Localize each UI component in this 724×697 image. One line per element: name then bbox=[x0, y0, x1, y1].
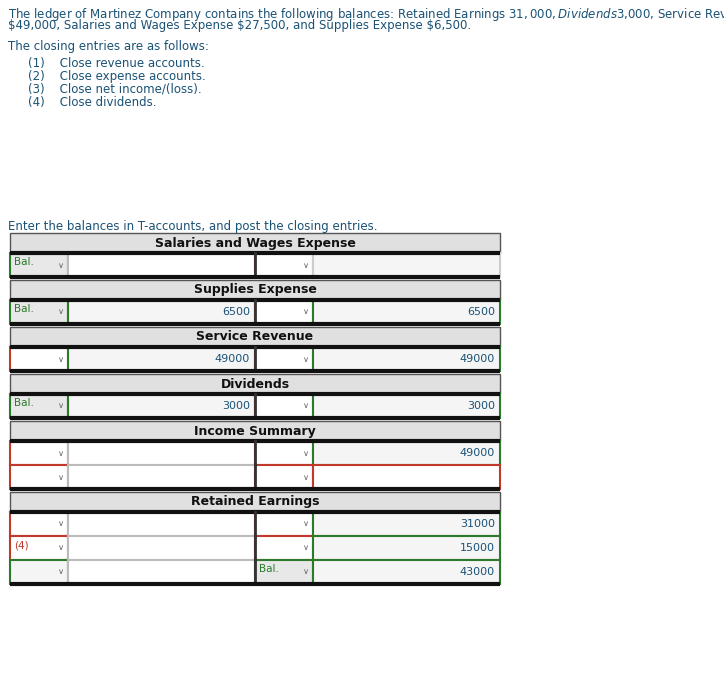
Bar bbox=[68, 512, 255, 536]
Text: ∨: ∨ bbox=[303, 473, 309, 482]
Text: ∨: ∨ bbox=[303, 519, 309, 528]
Bar bbox=[10, 374, 500, 394]
Text: The closing entries are as follows:: The closing entries are as follows: bbox=[8, 40, 209, 53]
Bar bbox=[255, 394, 313, 418]
Text: 3000: 3000 bbox=[467, 401, 495, 411]
Text: Enter the balances in T-accounts, and post the closing entries.: Enter the balances in T-accounts, and po… bbox=[8, 220, 377, 233]
Bar bbox=[10, 327, 500, 347]
Text: ∨: ∨ bbox=[58, 307, 64, 316]
Bar bbox=[10, 536, 68, 560]
Text: ∨: ∨ bbox=[58, 401, 64, 411]
Bar bbox=[10, 300, 68, 324]
Bar bbox=[313, 512, 500, 536]
Bar bbox=[10, 421, 500, 441]
Text: ∨: ∨ bbox=[303, 401, 309, 411]
Bar bbox=[68, 300, 255, 324]
Text: (2)    Close expense accounts.: (2) Close expense accounts. bbox=[28, 70, 206, 83]
Text: ∨: ∨ bbox=[58, 519, 64, 528]
Bar bbox=[10, 394, 68, 418]
Text: ∨: ∨ bbox=[303, 355, 309, 364]
Bar bbox=[313, 300, 500, 324]
Text: 49000: 49000 bbox=[460, 448, 495, 458]
Text: ∨: ∨ bbox=[303, 567, 309, 576]
Bar bbox=[68, 560, 255, 584]
Text: ∨: ∨ bbox=[58, 448, 64, 457]
Text: 43000: 43000 bbox=[460, 567, 495, 577]
Bar bbox=[68, 441, 255, 465]
Bar bbox=[68, 536, 255, 560]
Text: ∨: ∨ bbox=[58, 355, 64, 364]
Text: (4)    Close dividends.: (4) Close dividends. bbox=[28, 96, 156, 109]
Text: 3000: 3000 bbox=[222, 401, 250, 411]
Bar bbox=[10, 233, 500, 253]
Bar bbox=[313, 253, 500, 277]
Text: ∨: ∨ bbox=[58, 567, 64, 576]
Text: 15000: 15000 bbox=[460, 543, 495, 553]
Text: ∨: ∨ bbox=[58, 473, 64, 482]
Bar bbox=[313, 394, 500, 418]
Text: Bal.: Bal. bbox=[14, 398, 34, 408]
Bar bbox=[313, 347, 500, 371]
Bar bbox=[10, 512, 68, 536]
Text: ∨: ∨ bbox=[58, 544, 64, 553]
Text: (3)    Close net income/(loss).: (3) Close net income/(loss). bbox=[28, 83, 201, 96]
Bar bbox=[313, 536, 500, 560]
Text: Salaries and Wages Expense: Salaries and Wages Expense bbox=[154, 236, 355, 250]
Text: 49000: 49000 bbox=[460, 354, 495, 364]
Text: (4): (4) bbox=[14, 540, 29, 550]
Text: 49000: 49000 bbox=[215, 354, 250, 364]
Text: (1)    Close revenue accounts.: (1) Close revenue accounts. bbox=[28, 57, 205, 70]
Bar bbox=[255, 253, 313, 277]
Bar bbox=[10, 347, 68, 371]
Text: Income Summary: Income Summary bbox=[194, 424, 316, 438]
Text: Service Revenue: Service Revenue bbox=[196, 330, 313, 344]
Bar bbox=[68, 347, 255, 371]
Text: ∨: ∨ bbox=[303, 544, 309, 553]
Bar bbox=[10, 492, 500, 512]
Bar bbox=[10, 280, 500, 300]
Bar bbox=[313, 560, 500, 584]
Bar bbox=[255, 512, 313, 536]
Text: Bal.: Bal. bbox=[14, 257, 34, 267]
Text: $49,000, Salaries and Wages Expense $27,500, and Supplies Expense $6,500.: $49,000, Salaries and Wages Expense $27,… bbox=[8, 19, 471, 32]
Text: ∨: ∨ bbox=[303, 307, 309, 316]
Bar bbox=[68, 394, 255, 418]
Bar bbox=[10, 441, 68, 465]
Text: ∨: ∨ bbox=[58, 261, 64, 270]
Bar bbox=[255, 465, 313, 489]
Bar bbox=[10, 465, 68, 489]
Text: Dividends: Dividends bbox=[220, 378, 290, 390]
Text: ∨: ∨ bbox=[303, 448, 309, 457]
Text: The ledger of Martinez Company contains the following balances: Retained Earning: The ledger of Martinez Company contains … bbox=[8, 6, 724, 23]
Bar bbox=[313, 441, 500, 465]
Text: 6500: 6500 bbox=[222, 307, 250, 317]
Bar bbox=[10, 253, 68, 277]
Text: 31000: 31000 bbox=[460, 519, 495, 529]
Text: 6500: 6500 bbox=[467, 307, 495, 317]
Text: ∨: ∨ bbox=[303, 261, 309, 270]
Text: Bal.: Bal. bbox=[14, 304, 34, 314]
Bar bbox=[255, 560, 313, 584]
Bar bbox=[255, 347, 313, 371]
Bar bbox=[255, 300, 313, 324]
Bar bbox=[10, 560, 68, 584]
Bar bbox=[255, 441, 313, 465]
Bar bbox=[68, 465, 255, 489]
Bar bbox=[68, 253, 255, 277]
Text: Retained Earnings: Retained Earnings bbox=[190, 496, 319, 509]
Bar bbox=[313, 465, 500, 489]
Text: Bal.: Bal. bbox=[259, 564, 279, 574]
Bar bbox=[255, 536, 313, 560]
Text: Supplies Expense: Supplies Expense bbox=[193, 284, 316, 296]
